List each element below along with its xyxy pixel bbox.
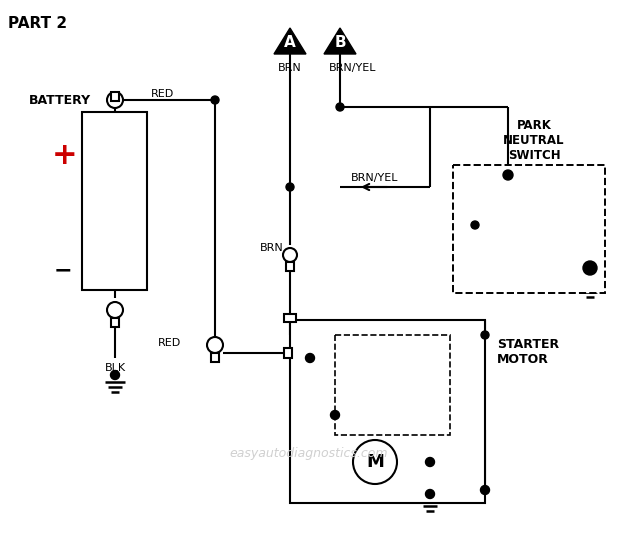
Text: STARTER
MOTOR: STARTER MOTOR xyxy=(497,338,559,366)
Circle shape xyxy=(305,353,315,362)
Circle shape xyxy=(283,248,297,262)
Text: A: A xyxy=(284,35,296,50)
Circle shape xyxy=(503,170,513,180)
Bar xyxy=(82,112,147,290)
Text: BRN: BRN xyxy=(260,243,284,253)
Text: RED: RED xyxy=(150,89,174,99)
Text: BRN/YEL: BRN/YEL xyxy=(329,63,377,73)
Bar xyxy=(211,353,219,362)
Text: PARK
NEUTRAL
SWITCH: PARK NEUTRAL SWITCH xyxy=(503,119,565,161)
Circle shape xyxy=(481,486,489,494)
Text: BATTERY: BATTERY xyxy=(29,94,91,106)
Circle shape xyxy=(207,337,223,353)
Text: BRN/YEL: BRN/YEL xyxy=(350,173,398,183)
Text: PART 2: PART 2 xyxy=(8,16,67,31)
Circle shape xyxy=(481,331,489,339)
Text: easyautodiagnostics.com: easyautodiagnostics.com xyxy=(230,446,388,460)
Circle shape xyxy=(471,221,479,229)
Polygon shape xyxy=(274,28,306,54)
Text: −: − xyxy=(54,260,72,280)
Bar xyxy=(111,92,119,101)
Text: +: + xyxy=(52,141,78,170)
Bar xyxy=(453,165,605,293)
Circle shape xyxy=(336,103,344,111)
Bar xyxy=(111,318,119,327)
Circle shape xyxy=(107,302,123,318)
Text: M: M xyxy=(366,453,384,471)
Text: BRN: BRN xyxy=(278,63,302,73)
Text: RED: RED xyxy=(158,338,181,348)
Circle shape xyxy=(107,92,123,108)
Bar xyxy=(284,314,296,322)
Text: B: B xyxy=(334,35,346,50)
Circle shape xyxy=(286,183,294,191)
Bar xyxy=(290,320,485,503)
Bar xyxy=(284,348,292,358)
Circle shape xyxy=(211,96,219,104)
Circle shape xyxy=(331,410,339,419)
Circle shape xyxy=(426,458,434,466)
Polygon shape xyxy=(324,28,356,54)
Circle shape xyxy=(111,371,119,380)
Bar xyxy=(286,262,294,271)
Text: BLK: BLK xyxy=(104,363,125,373)
Circle shape xyxy=(353,440,397,484)
Circle shape xyxy=(426,489,434,498)
Bar xyxy=(335,335,450,435)
Circle shape xyxy=(583,261,597,275)
